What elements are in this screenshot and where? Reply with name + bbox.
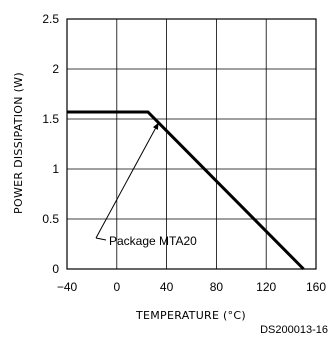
plot-frame bbox=[66, 18, 317, 270]
y-tick-label: 1 bbox=[52, 162, 59, 176]
figure-code: DS200013-16 bbox=[260, 324, 328, 336]
x-tick-label: 0 bbox=[113, 280, 120, 294]
x-tick-label: 80 bbox=[210, 280, 224, 294]
y-tick-label: 0 bbox=[52, 262, 59, 276]
derating-curve bbox=[67, 110, 305, 271]
x-tick-label: 160 bbox=[306, 280, 326, 294]
y-tick-label: 1.5 bbox=[42, 112, 59, 126]
x-tick-label: −40 bbox=[57, 280, 78, 294]
y-tick-label: 2 bbox=[52, 62, 59, 76]
series-layer bbox=[67, 110, 305, 271]
y-tick-label: 2.5 bbox=[42, 12, 59, 26]
annotation-leader-line bbox=[95, 237, 107, 241]
x-axis-label: TEMPERATURE (°C) bbox=[135, 309, 246, 322]
y-axis-label: POWER DISSIPATION (W) bbox=[12, 72, 25, 214]
x-tick-label: 40 bbox=[160, 280, 174, 294]
annotation-package-label: Package MTA20 bbox=[109, 234, 197, 248]
x-tick-label: 120 bbox=[256, 280, 276, 294]
y-tick-label: 0.5 bbox=[42, 212, 59, 226]
grid bbox=[67, 19, 316, 269]
annotation-arrow bbox=[95, 122, 159, 239]
x-tick-labels: −40 0 40 80 120 160 bbox=[57, 280, 327, 294]
y-tick-labels: 0 0.5 1 1.5 2 2.5 bbox=[42, 12, 59, 276]
